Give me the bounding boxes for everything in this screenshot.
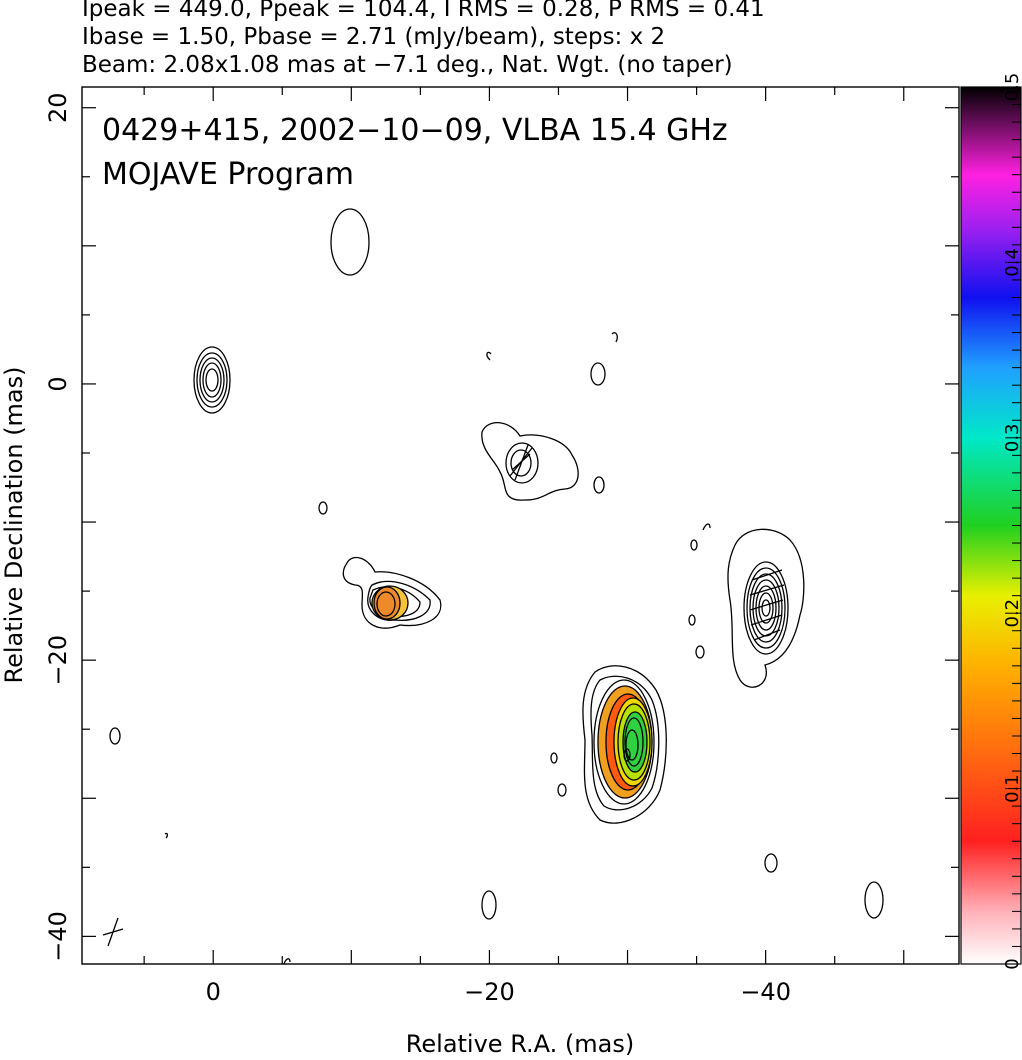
plot-title-line-1: 0429+415, 2002−10−09, VLBA 15.4 GHz: [102, 113, 728, 148]
header-line-1: Ipeak = 449.0, Ppeak = 104.4, I RMS = 0.…: [82, 0, 765, 22]
plot-title-line-2: MOJAVE Program: [102, 157, 354, 192]
colorbar-tick-label: 0.4: [1002, 248, 1022, 277]
header-line-2: Ibase = 1.50, Pbase = 2.71 (mJy/beam), s…: [82, 24, 666, 50]
colorbar-tick-label: 0.3: [1002, 423, 1022, 452]
x-tick-label: 0: [206, 978, 221, 1006]
knot-e-contours: [582, 665, 667, 824]
colorbar-tick-label: 0.1: [1002, 774, 1022, 803]
plot-frame: [81, 86, 960, 965]
knot-b-contours: [342, 556, 442, 629]
y-tick-label: −20: [44, 635, 72, 686]
contours: [102, 208, 884, 964]
core-contours: [193, 346, 231, 414]
noise-contours: [109, 208, 884, 964]
x-tick-label: −20: [464, 978, 515, 1006]
knot-c-contours: [481, 422, 579, 501]
header-line-3: Beam: 2.08x1.08 mas at −7.1 deg., Nat. W…: [82, 52, 733, 78]
colorbar-tick-label: 0: [1002, 958, 1022, 969]
colorbar-tick-label: 0.2: [1002, 599, 1022, 628]
colorbar-tick-label: 0.5: [1002, 73, 1022, 102]
y-tick-label: −40: [44, 911, 72, 962]
beam-marker: [102, 917, 124, 947]
knot-d-contours: [727, 528, 805, 688]
x-tick-label: −40: [740, 978, 791, 1006]
y-axis-title: Relative Declination (mas): [0, 366, 28, 683]
colorbar: [961, 87, 1021, 964]
colorbar-ticks: 0 0.1 0.2 0.3 0.4 0.5: [1002, 73, 1022, 970]
x-axis-title: Relative R.A. (mas): [406, 1030, 634, 1058]
y-tick-label: 20: [44, 92, 72, 123]
axis-ticks: 0 −20 −40 20 0 −20 −40: [44, 87, 959, 1006]
y-tick-label: 0: [44, 376, 72, 391]
